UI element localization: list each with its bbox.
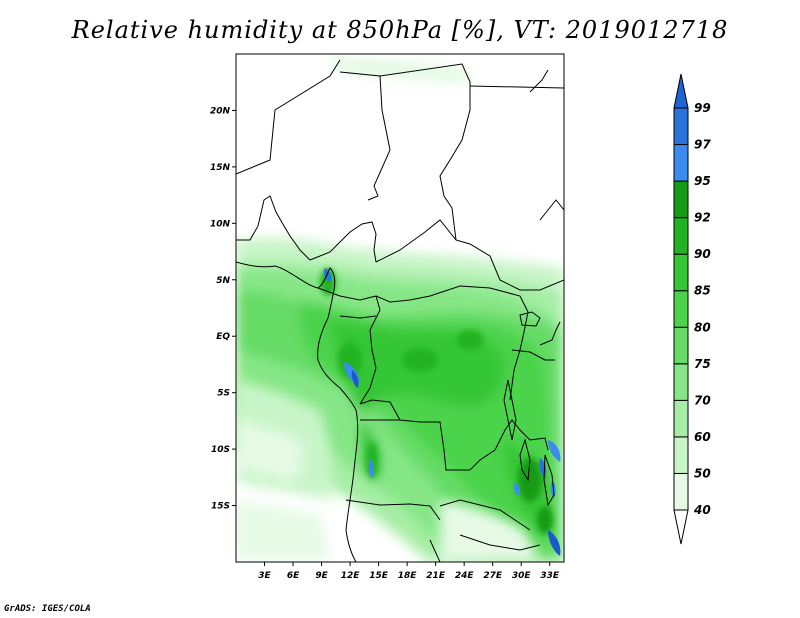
colorbar-label: 75 bbox=[694, 357, 711, 371]
colorbar-label: 40 bbox=[693, 503, 711, 517]
colorbar-segment bbox=[673, 326, 689, 365]
colorbar-segment bbox=[673, 436, 689, 474]
colorbar-label: 60 bbox=[694, 430, 711, 444]
colorbar-segment bbox=[673, 180, 689, 219]
lon-tick-label: 9E bbox=[315, 571, 328, 581]
colorbar-label: 95 bbox=[694, 174, 711, 188]
lat-tick-label: 5N bbox=[216, 276, 230, 286]
humidity-field bbox=[236, 54, 564, 562]
lon-tick-label: 15E bbox=[369, 571, 389, 581]
map-frame bbox=[235, 53, 565, 563]
longitude-axis: 3E 6E 9E 12E 15E 18E 21E 24E 27E 30E 33E bbox=[258, 562, 560, 581]
colorbar-label: 92 bbox=[694, 211, 711, 225]
colorbar-label: 70 bbox=[694, 393, 711, 407]
colorbar-segment bbox=[673, 399, 689, 438]
colorbar-segment bbox=[673, 472, 689, 511]
colorbar-segment bbox=[673, 290, 689, 328]
colorbar-segment bbox=[673, 217, 689, 255]
country-borders bbox=[236, 59, 564, 562]
colorbar-label: 97 bbox=[694, 138, 711, 152]
lon-tick-label: 18E bbox=[398, 571, 418, 581]
lon-tick-label: 12E bbox=[341, 571, 361, 581]
colorbar-label: 85 bbox=[694, 284, 711, 298]
colorbar-segment bbox=[673, 107, 689, 146]
colorbar: 40 50 60 70 75 80 85 90 92 95 97 99 bbox=[673, 73, 711, 545]
lon-tick-label: 30E bbox=[512, 571, 532, 581]
lon-tick-label: 6E bbox=[287, 571, 300, 581]
colorbar-label: 50 bbox=[694, 466, 711, 480]
colorbar-label: 80 bbox=[694, 320, 711, 334]
colorbar-segment bbox=[673, 144, 689, 182]
colorbar-under-arrow bbox=[673, 509, 689, 545]
lat-tick-label: 10S bbox=[211, 445, 230, 455]
lon-tick-label: 33E bbox=[540, 571, 560, 581]
page-title: Relative humidity at 850hPa [%], VT: 201… bbox=[71, 16, 729, 44]
lat-tick-label: EQ bbox=[216, 332, 230, 342]
colorbar-over-arrow bbox=[673, 73, 689, 109]
lat-tick-label: 15S bbox=[211, 502, 230, 512]
lon-tick-label: 3E bbox=[258, 571, 271, 581]
lat-tick-label: 5S bbox=[217, 389, 230, 399]
lon-tick-label: 21E bbox=[426, 571, 446, 581]
lat-tick-label: 10N bbox=[210, 219, 231, 229]
colorbar-label: 99 bbox=[694, 101, 711, 115]
lat-tick-label: 15N bbox=[210, 163, 231, 173]
colorbar-segment bbox=[673, 363, 689, 401]
colorbar-segment bbox=[673, 253, 689, 292]
colorbar-label: 90 bbox=[694, 247, 711, 261]
lon-tick-label: 24E bbox=[455, 571, 475, 581]
grads-credit: GrADS: IGES/COLA bbox=[4, 604, 91, 614]
latitude-axis: 20N 15N 10N 5N EQ 5S 10S 15S bbox=[210, 106, 236, 512]
lon-tick-label: 27E bbox=[483, 571, 503, 581]
lat-tick-label: 20N bbox=[210, 106, 231, 116]
